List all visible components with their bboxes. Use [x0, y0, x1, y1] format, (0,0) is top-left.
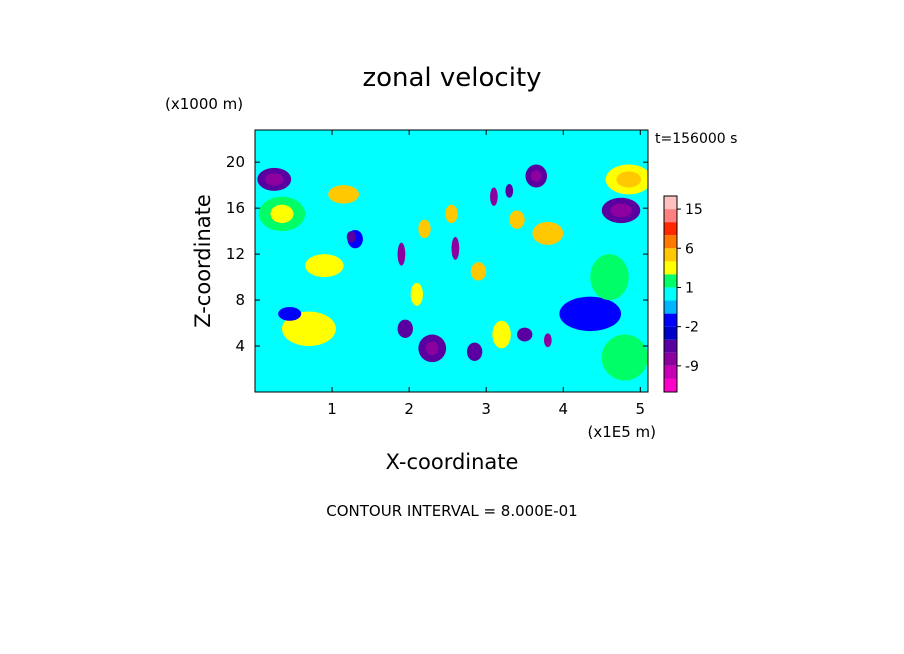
chart-title: zonal velocity [362, 63, 541, 93]
x-tick-label: 3 [481, 400, 491, 418]
x-tick-label: 1 [327, 400, 337, 418]
x-scale-label: (x1E5 m) [587, 423, 656, 441]
colorbar: 15 6 1 -2 -9 [663, 195, 703, 393]
contour-region [610, 203, 632, 218]
colorbar-tick-label: -2 [685, 320, 699, 336]
colorbar-tick-label: 6 [685, 241, 694, 257]
colorbar-segment [664, 352, 677, 366]
y-tick-label: 12 [226, 245, 245, 263]
contour-region [509, 210, 525, 229]
plot-frame [254, 129, 649, 393]
contour-region [328, 185, 360, 204]
colorbar-segment [664, 300, 677, 314]
y-axis-label: Z-coordinate [191, 194, 215, 328]
x-tick-label: 5 [636, 400, 646, 418]
colorbar-segment [664, 339, 677, 353]
contour-region [265, 173, 284, 186]
y-tick-label: 8 [235, 291, 245, 309]
contour-region [543, 333, 552, 348]
y-axis: 4 8 12 16 20 [226, 153, 648, 355]
colorbar-segment [664, 235, 677, 249]
colorbar-segment [664, 313, 677, 327]
contour-region [445, 204, 458, 224]
contour-region [532, 221, 564, 245]
contour-region [466, 342, 483, 361]
colorbar-tick-label: -9 [685, 359, 699, 375]
colorbar-segment [664, 222, 677, 236]
colorbar-segment [664, 326, 677, 340]
contour-region [517, 327, 533, 342]
contour-region [418, 219, 431, 239]
contour-region [426, 341, 439, 356]
velocity-field [255, 130, 648, 392]
colorbar-tick-label: 15 [685, 202, 703, 218]
y-tick-label: 4 [235, 337, 245, 355]
colorbar-tick-label: 1 [685, 280, 694, 296]
contour-region [490, 187, 498, 206]
x-axis-label: X-coordinate [386, 450, 519, 474]
colorbar-segment [664, 378, 677, 392]
contour-region [530, 170, 542, 182]
colorbar-frame [663, 195, 678, 393]
contour-region [601, 334, 648, 381]
contour-region [616, 171, 642, 188]
contour-region [305, 254, 344, 278]
contour-region [559, 296, 622, 332]
contour-region [505, 184, 514, 198]
colorbar-segment [664, 196, 677, 210]
contour-region [397, 319, 413, 338]
x-axis: 1 2 3 4 5 [327, 130, 645, 418]
y-tick-label: 20 [226, 153, 245, 171]
contour-interval-label: CONTOUR INTERVAL = 8.000E-01 [326, 502, 577, 520]
colorbar-segment [664, 287, 677, 301]
contour-region [590, 254, 629, 301]
contour-region [278, 306, 302, 321]
colorbar-segment [664, 261, 677, 275]
colorbar-segment [664, 365, 677, 379]
contour-region [492, 320, 511, 349]
colorbar-segment [664, 248, 677, 262]
contour-region [451, 236, 460, 260]
contour-region [270, 204, 294, 224]
contour-region [346, 231, 356, 243]
colorbar-segment [664, 274, 677, 288]
x-tick-label: 4 [558, 400, 568, 418]
contour-region [281, 311, 336, 347]
contour-region [470, 262, 487, 281]
x-tick-label: 2 [404, 400, 414, 418]
contour-region [410, 282, 423, 306]
colorbar-segment [664, 209, 677, 223]
y-tick-label: 16 [226, 199, 245, 217]
y-scale-label: (x1000 m) [165, 95, 243, 113]
contour-region [397, 242, 406, 266]
time-label: t=156000 s [655, 131, 737, 147]
